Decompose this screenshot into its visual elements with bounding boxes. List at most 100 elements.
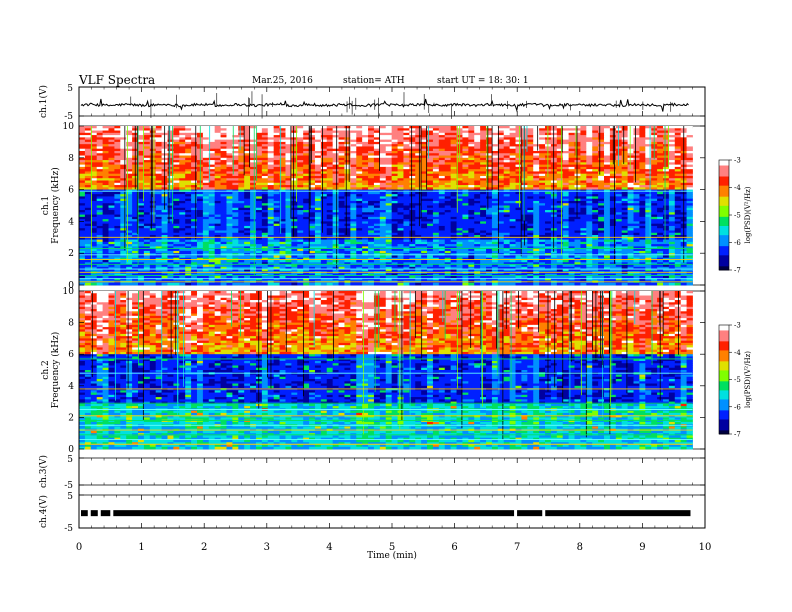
heatmap-cell [291, 135, 298, 138]
heatmap-cell [208, 141, 216, 145]
heatmap-cell [651, 200, 658, 204]
heatmap-cell [385, 182, 393, 186]
heatmap-cell [108, 214, 115, 218]
heatmap-cell [385, 160, 393, 163]
heatmap-cell [456, 166, 463, 170]
heatmap-cell [598, 207, 605, 211]
heatmap-cell [273, 182, 280, 186]
heatmap-cell [657, 182, 664, 186]
heatmap-cell [633, 214, 640, 218]
heatmap-cell [238, 169, 245, 172]
heatmap-cell [627, 182, 634, 186]
heatmap-cell [344, 130, 351, 134]
heatmap-cell [90, 160, 98, 163]
heatmap-cell [303, 155, 310, 159]
heatmap-cell [267, 196, 275, 200]
heatmap-cell [332, 171, 339, 175]
heatmap-cell [639, 162, 646, 166]
heatmap-cell [96, 162, 103, 166]
heatmap-cell [220, 205, 227, 209]
heatmap-cell [686, 178, 693, 181]
heatmap-cell [226, 191, 233, 195]
heatmap-cell [450, 137, 457, 141]
heatmap-cell [580, 216, 587, 220]
heatmap-cell [273, 144, 280, 147]
heatmap-cell [474, 173, 481, 177]
heatmap-cell [332, 130, 339, 134]
heatmap-cell [120, 171, 127, 175]
heatmap-cell [668, 178, 676, 181]
heatmap-cell [273, 221, 280, 225]
heatmap-cell [285, 155, 292, 159]
heatmap-cell [421, 164, 428, 168]
heatmap-cell [562, 130, 570, 134]
heatmap-cell [609, 187, 617, 190]
heatmap-cell [179, 141, 186, 145]
heatmap-cell [291, 219, 298, 222]
heatmap-cell [179, 155, 186, 159]
heatmap-cell [179, 132, 186, 136]
heatmap-cell [368, 126, 375, 129]
heatmap-cell [303, 157, 310, 161]
heatmap-cell [79, 164, 86, 168]
heatmap-cell [326, 150, 334, 154]
heatmap-cell [503, 198, 511, 202]
heatmap-cell [403, 205, 410, 209]
heatmap-cell [303, 196, 310, 200]
heatmap-cell [391, 214, 398, 218]
heatmap-cell [674, 200, 682, 204]
heatmap-cell [244, 166, 251, 170]
heatmap-cell [102, 173, 109, 177]
heatmap-cell [444, 187, 452, 190]
heatmap-cell [668, 160, 676, 163]
heatmap-cell [486, 139, 493, 143]
heatmap-cell [486, 203, 493, 206]
heatmap-cell [314, 169, 322, 172]
heatmap-cell [486, 194, 493, 197]
heatmap-cell [143, 137, 151, 141]
heatmap-cell [432, 160, 440, 163]
heatmap-cell [261, 166, 269, 170]
heatmap-cell [84, 139, 92, 143]
heatmap-cell [220, 153, 227, 156]
heatmap-cell [503, 210, 511, 213]
heatmap-cell [314, 191, 322, 195]
heatmap-cell [621, 216, 628, 220]
heatmap-cell [415, 160, 422, 163]
heatmap-cell [438, 141, 446, 145]
heatmap-cell [143, 180, 151, 184]
heatmap-cell [586, 178, 593, 181]
heatmap-cell [202, 132, 210, 136]
heatmap-cell [309, 146, 316, 150]
heatmap-cell [539, 205, 546, 209]
heatmap-cell [415, 148, 422, 152]
heatmap-cell [604, 171, 611, 175]
heatmap-cell [503, 200, 511, 204]
heatmap-cell [545, 178, 552, 181]
ch4-trace [81, 510, 691, 517]
heatmap-cell [191, 205, 198, 209]
heatmap-cell [662, 148, 670, 152]
heatmap-cell [250, 191, 257, 195]
heatmap-cell [273, 126, 280, 129]
heatmap-cell [179, 150, 186, 154]
heatmap-cell [497, 139, 505, 143]
heatmap-cell [674, 191, 682, 195]
heatmap-cell [155, 185, 162, 188]
heatmap-cell [627, 219, 634, 222]
heatmap-cell [267, 137, 275, 141]
heatmap-cell [226, 139, 233, 143]
heatmap-cell [657, 205, 664, 209]
heatmap-cell [432, 212, 440, 215]
heatmap-cell [208, 221, 216, 225]
heatmap-cell [149, 144, 157, 147]
heatmap-cell [338, 207, 345, 211]
heatmap-cell [379, 191, 387, 195]
heatmap-cell [90, 187, 98, 190]
heatmap-cell [444, 203, 452, 206]
heatmap-cell [580, 160, 587, 163]
heatmap-cell [368, 210, 375, 213]
heatmap-cell [379, 212, 387, 215]
heatmap-cell [338, 212, 345, 215]
heatmap-cell [421, 216, 428, 220]
